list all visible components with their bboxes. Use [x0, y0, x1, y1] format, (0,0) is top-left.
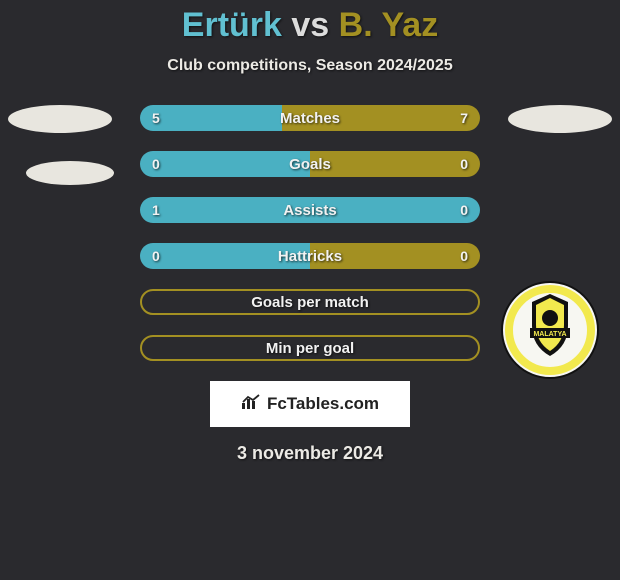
subtitle: Club competitions, Season 2024/2025 — [0, 57, 620, 75]
stat-row: Goals0 0 — [140, 151, 480, 177]
decorative-ellipse — [26, 161, 114, 185]
decorative-ellipse — [508, 105, 612, 133]
fctables-badge[interactable]: FcTables.com — [210, 381, 410, 427]
player1-name: Ertürk — [182, 6, 282, 44]
stat-label: Goals per match — [142, 291, 478, 313]
stat-row: Min per goal — [140, 335, 480, 361]
stat-row: Assists1 0 — [140, 197, 480, 223]
date-text: 3 november 2024 — [0, 443, 620, 464]
stat-label: Matches — [140, 105, 480, 131]
stat-value-left: 0 — [152, 151, 160, 177]
player2-name: B. Yaz — [339, 6, 439, 44]
stat-label: Min per goal — [142, 337, 478, 359]
shield-logo-icon: MALATYA — [500, 280, 600, 380]
svg-text:MALATYA: MALATYA — [533, 331, 566, 338]
stat-label: Hattricks — [140, 243, 480, 269]
stat-value-right: 0 — [460, 197, 468, 223]
stat-value-right: 0 — [460, 151, 468, 177]
stat-value-right: 0 — [460, 243, 468, 269]
stat-row: Hattricks0 0 — [140, 243, 480, 269]
stat-value-left: 1 — [152, 197, 160, 223]
stat-value-left: 0 — [152, 243, 160, 269]
vs-text: vs — [291, 6, 329, 44]
stat-value-right: 7 — [460, 105, 468, 131]
stat-value-left: 5 — [152, 105, 160, 131]
page-title: Ertürk vs B. Yaz — [0, 0, 620, 45]
content-area: MALATYA Matches57Goals00Assists10Hattric… — [0, 105, 620, 464]
stat-label: Goals — [140, 151, 480, 177]
fctables-label: FcTables.com — [267, 394, 379, 414]
stat-row: Goals per match — [140, 289, 480, 315]
stats-bars: Matches57Goals00Assists10Hattricks00Goal… — [140, 105, 480, 361]
stat-label: Assists — [140, 197, 480, 223]
club-logo-right: MALATYA — [500, 280, 600, 380]
stat-row: Matches5 7 — [140, 105, 480, 131]
chart-icon — [241, 394, 261, 415]
decorative-ellipse — [8, 105, 112, 133]
